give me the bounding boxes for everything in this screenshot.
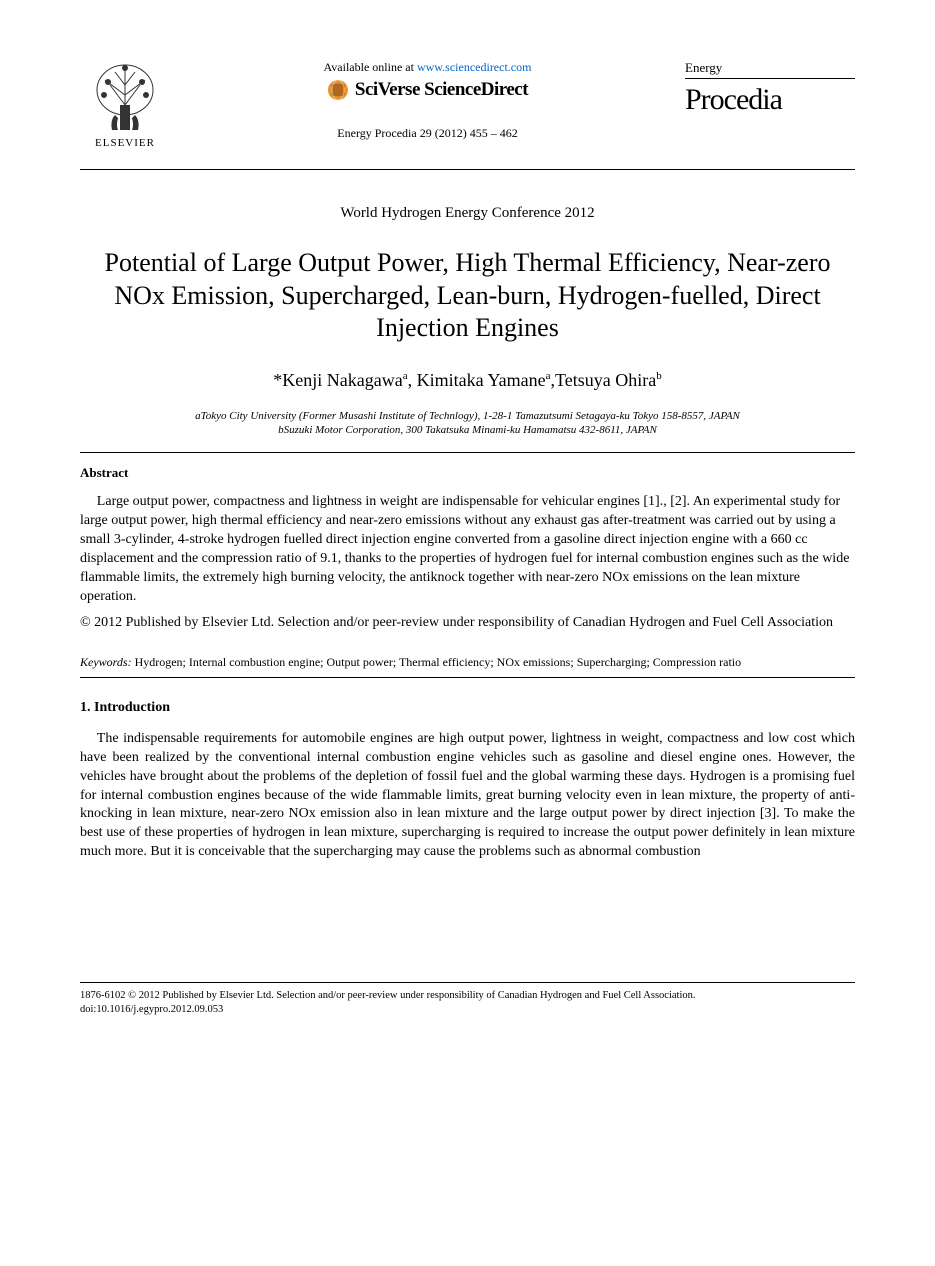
keywords-label: Keywords:	[80, 655, 135, 669]
author-2: , Kimitaka Yamane	[408, 370, 546, 390]
footer-copyright: 1876-6102 © 2012 Published by Elsevier L…	[80, 989, 855, 1003]
introduction-heading: 1. Introduction	[80, 700, 855, 716]
divider-after-keywords	[80, 677, 855, 678]
author-3-sup: b	[656, 370, 662, 382]
affiliation-b: bSuzuki Motor Corporation, 300 Takatsuka…	[80, 423, 855, 437]
keywords: Keywords: Hydrogen; Internal combustion …	[80, 655, 855, 671]
abstract-body: Large output power, compactness and ligh…	[80, 493, 855, 606]
author-1: *Kenji Nakagawa	[273, 370, 402, 390]
sciverse-orb-icon	[327, 79, 349, 101]
sciverse-label: SciVerse ScienceDirect	[355, 79, 528, 101]
footer: 1876-6102 © 2012 Published by Elsevier L…	[80, 982, 855, 1016]
journal-reference: Energy Procedia 29 (2012) 455 – 462	[190, 126, 665, 141]
footer-doi: doi:10.1016/j.egypro.2012.09.053	[80, 1003, 855, 1017]
procedia-main-label: Procedia	[685, 83, 855, 117]
available-prefix: Available online at	[324, 60, 417, 74]
keywords-text: Hydrogen; Internal combustion engine; Ou…	[135, 655, 742, 669]
abstract-heading: Abstract	[80, 465, 855, 481]
elsevier-logo-block: ELSEVIER	[80, 60, 170, 149]
elsevier-tree-icon	[90, 60, 160, 135]
paper-title: Potential of Large Output Power, High Th…	[80, 247, 855, 345]
introduction-body: The indispensable requirements for autom…	[80, 730, 855, 862]
conference-name: World Hydrogen Energy Conference 2012	[80, 205, 855, 222]
header-row: ELSEVIER Available online at www.science…	[80, 60, 855, 149]
sciencedirect-link[interactable]: www.sciencedirect.com	[417, 60, 532, 74]
header-center: Available online at www.sciencedirect.co…	[170, 60, 685, 141]
divider-before-abstract	[80, 452, 855, 453]
affiliations: aTokyo City University (Former Musashi I…	[80, 409, 855, 438]
abstract-copyright: © 2012 Published by Elsevier Ltd. Select…	[80, 614, 855, 633]
authors: *Kenji Nakagawaa, Kimitaka Yamanea,Tetsu…	[80, 370, 855, 391]
affiliation-a: aTokyo City University (Former Musashi I…	[80, 409, 855, 423]
sciverse-row: SciVerse ScienceDirect	[190, 79, 665, 101]
top-divider	[80, 169, 855, 170]
procedia-logo-block: Energy Procedia	[685, 60, 855, 117]
elsevier-label: ELSEVIER	[95, 137, 155, 149]
procedia-energy-label: Energy	[685, 60, 855, 79]
available-online: Available online at www.sciencedirect.co…	[190, 60, 665, 75]
author-3: ,Tetsuya Ohira	[551, 370, 657, 390]
